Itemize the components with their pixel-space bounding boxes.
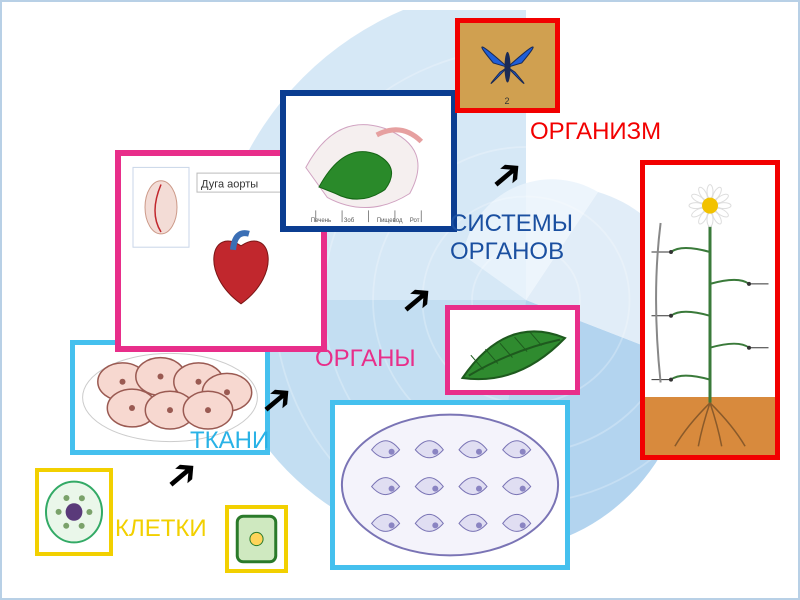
label-organism: ОРГАНИЗМ [530, 118, 661, 146]
butterfly-icon: 2 [460, 23, 555, 108]
box-tissue-plant [330, 400, 570, 570]
svg-text:Зоб: Зоб [344, 218, 355, 224]
svg-text:2: 2 [505, 96, 510, 106]
label-organs: ОРГАНЫ [315, 345, 416, 373]
leaf-icon [450, 310, 575, 390]
daisy-plant-icon [645, 165, 775, 455]
svg-text:Дуга аорты: Дуга аорты [201, 178, 258, 190]
plant-cell-icon [229, 509, 284, 569]
diagram-stage: Дуга аорты ПеченьЗобПищеводРот 2 ➔➔➔➔ КЛ… [0, 0, 800, 600]
label-systems: СИСТЕМЫ ОРГАНОВ [450, 210, 573, 266]
box-system-animal: Печень Зоб Пищевод Рот [280, 90, 457, 232]
svg-text:Рот: Рот [410, 218, 420, 224]
plant-tissue-icon [335, 405, 565, 565]
label-tissues: ТКАНИ [190, 427, 269, 455]
box-cell-animal [35, 468, 113, 556]
animal-cell-icon [39, 472, 109, 552]
box-organ-plant [445, 305, 580, 395]
box-organism-animal: 2 [455, 18, 560, 113]
box-organism-plant [640, 160, 780, 460]
box-cell-plant [225, 505, 288, 573]
label-cells: КЛЕТКИ [115, 515, 207, 543]
digestive-diagram-icon: Печень Зоб Пищевод Рот [286, 96, 451, 226]
svg-text:Печень: Печень [311, 218, 331, 224]
svg-text:Пищевод: Пищевод [377, 218, 403, 224]
